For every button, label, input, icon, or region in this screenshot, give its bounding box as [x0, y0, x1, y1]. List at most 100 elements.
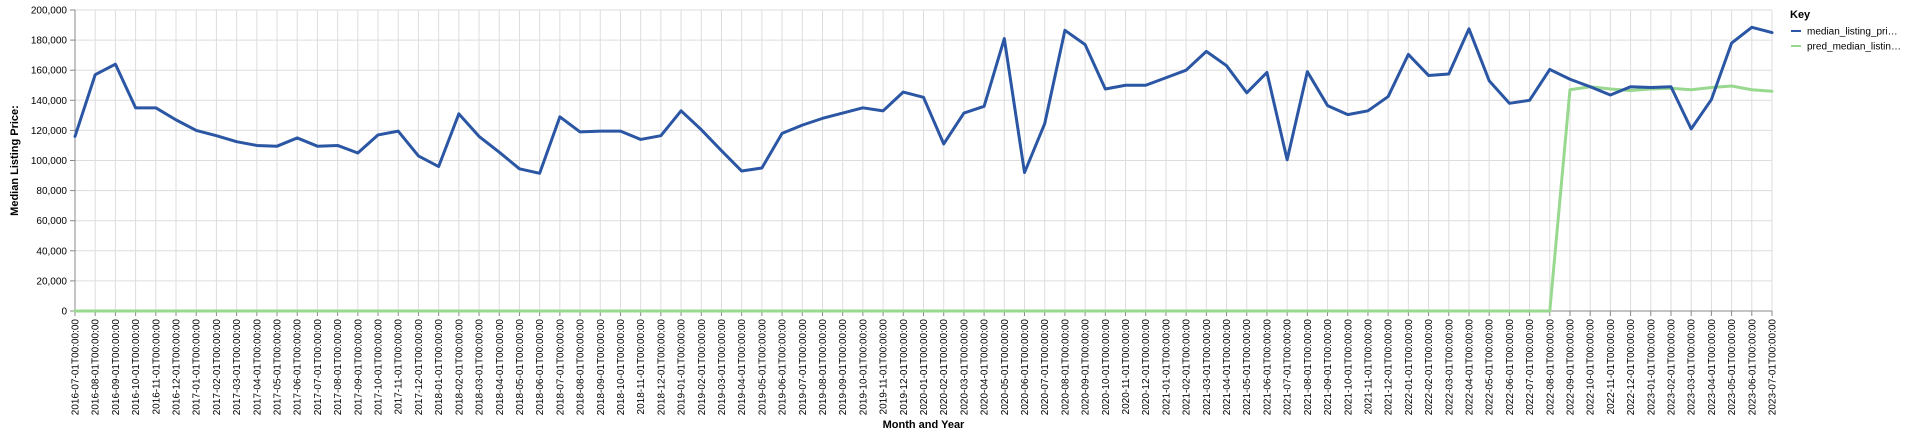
- legend-title: Key: [1790, 9, 1811, 21]
- x-tick-label: 2022-02-01T00:00:00: [1424, 319, 1435, 416]
- x-tick-label: 2020-01-01T00:00:00: [919, 319, 930, 416]
- x-axis-title: Month and Year: [883, 419, 965, 431]
- x-tick-label: 2022-09-01T00:00:00: [1565, 319, 1576, 416]
- x-axis-ticks: 2016-07-01T00:00:00 2016-08-01T00:00:00 20…: [71, 311, 1779, 415]
- x-tick-label: 2022-08-01T00:00:00: [1545, 319, 1556, 416]
- x-tick-label: 2017-08-01T00:00:00: [333, 319, 344, 416]
- x-tick-label: 2018-03-01T00:00:00: [475, 319, 486, 416]
- x-tick-label: 2017-01-01T00:00:00: [192, 319, 203, 416]
- x-tick-label: 2023-01-01T00:00:00: [1646, 319, 1657, 416]
- legend-label: median_listing_pri…: [1807, 27, 1898, 38]
- x-tick-label: 2018-04-01T00:00:00: [495, 319, 506, 416]
- x-tick-label: 2016-11-01T00:00:00: [151, 319, 162, 415]
- x-tick-label: 2019-11-01T00:00:00: [879, 319, 890, 415]
- x-tick-label: 2016-07-01T00:00:00: [71, 319, 82, 416]
- x-tick-label: 2020-03-01T00:00:00: [959, 319, 970, 416]
- x-tick-label: 2016-09-01T00:00:00: [111, 319, 122, 416]
- x-tick-label: 2017-09-01T00:00:00: [353, 319, 364, 416]
- x-tick-label: 2020-07-01T00:00:00: [1040, 319, 1051, 416]
- x-tick-label: 2019-06-01T00:00:00: [778, 319, 789, 416]
- x-tick-label: 2022-11-01T00:00:00: [1606, 319, 1617, 415]
- x-tick-label: 2017-04-01T00:00:00: [252, 319, 263, 416]
- y-tick-label: 180,000: [31, 36, 68, 47]
- x-tick-label: 2020-12-01T00:00:00: [1141, 319, 1152, 416]
- y-tick-label: 20,000: [36, 276, 67, 287]
- x-tick-label: 2018-05-01T00:00:00: [515, 319, 526, 416]
- x-tick-label: 2017-06-01T00:00:00: [293, 319, 304, 416]
- x-tick-label: 2018-01-01T00:00:00: [434, 319, 445, 416]
- y-tick-label: 200,000: [31, 6, 68, 17]
- x-tick-label: 2021-12-01T00:00:00: [1384, 319, 1395, 416]
- x-tick-label: 2022-05-01T00:00:00: [1485, 319, 1496, 416]
- x-tick-label: 2020-05-01T00:00:00: [1000, 319, 1011, 416]
- x-tick-label: 2020-10-01T00:00:00: [1101, 319, 1112, 416]
- x-tick-label: 2017-12-01T00:00:00: [414, 319, 425, 416]
- x-tick-label: 2020-09-01T00:00:00: [1081, 319, 1092, 416]
- x-tick-label: 2018-02-01T00:00:00: [454, 319, 465, 416]
- y-axis-title: Median Listing Price:: [9, 105, 21, 216]
- x-tick-label: 2019-08-01T00:00:00: [818, 319, 829, 416]
- series-line-pred-median-listing-price: [73, 84, 1774, 313]
- x-tick-label: 2021-03-01T00:00:00: [1202, 319, 1213, 416]
- x-tick-label: 2022-03-01T00:00:00: [1444, 319, 1455, 416]
- x-tick-label: 2019-02-01T00:00:00: [697, 319, 708, 416]
- x-tick-label: 2020-02-01T00:00:00: [939, 319, 950, 416]
- y-tick-label: 160,000: [31, 66, 68, 77]
- x-tick-label: 2023-06-01T00:00:00: [1747, 319, 1758, 416]
- y-axis-ticks: 0 20,000 40,000 60,000 80,000 100,000 120,000 1…: [31, 6, 75, 318]
- x-tick-label: 2022-12-01T00:00:00: [1626, 319, 1637, 416]
- x-tick-label: 2020-04-01T00:00:00: [980, 319, 991, 416]
- y-tick-label: 120,000: [31, 126, 68, 137]
- x-tick-label: 2017-11-01T00:00:00: [394, 319, 405, 415]
- x-tick-label: 2019-12-01T00:00:00: [899, 319, 910, 416]
- x-tick-label: 2022-06-01T00:00:00: [1505, 319, 1516, 416]
- x-tick-label: 2020-06-01T00:00:00: [1020, 319, 1031, 416]
- x-tick-label: 2021-02-01T00:00:00: [1182, 319, 1193, 416]
- legend-items: median_listing_pri… pred_median_listin…: [1791, 27, 1901, 53]
- x-tick-label: 2019-05-01T00:00:00: [757, 319, 768, 416]
- y-tick-label: 60,000: [36, 216, 67, 227]
- y-tick-label: 100,000: [31, 156, 68, 167]
- legend-label: pred_median_listin…: [1807, 42, 1901, 53]
- x-tick-label: 2019-03-01T00:00:00: [717, 319, 728, 416]
- x-tick-label: 2016-12-01T00:00:00: [172, 319, 183, 416]
- x-tick-label: 2017-02-01T00:00:00: [212, 319, 223, 416]
- x-tick-label: 2021-06-01T00:00:00: [1262, 319, 1273, 416]
- x-tick-label: 2021-07-01T00:00:00: [1283, 319, 1294, 416]
- x-tick-label: 2017-07-01T00:00:00: [313, 319, 324, 416]
- x-tick-label: 2021-04-01T00:00:00: [1222, 319, 1233, 416]
- x-tick-label: 2017-05-01T00:00:00: [273, 319, 284, 416]
- y-tick-label: 0: [61, 307, 67, 318]
- x-tick-label: 2023-04-01T00:00:00: [1707, 319, 1718, 416]
- x-tick-label: 2018-10-01T00:00:00: [616, 319, 627, 416]
- x-tick-label: 2021-09-01T00:00:00: [1323, 319, 1334, 416]
- x-tick-label: 2022-07-01T00:00:00: [1525, 319, 1536, 416]
- series-line-median-listing-price: [73, 25, 1774, 175]
- legend: Key median_listing_pri… pred_median_listi…: [1790, 9, 1901, 53]
- y-tick-label: 140,000: [31, 96, 68, 107]
- x-tick-label: 2019-10-01T00:00:00: [858, 319, 869, 416]
- x-tick-label: 2016-08-01T00:00:00: [91, 319, 102, 416]
- x-tick-label: 2022-04-01T00:00:00: [1464, 319, 1475, 416]
- x-tick-label: 2021-11-01T00:00:00: [1363, 319, 1374, 415]
- x-tick-label: 2018-07-01T00:00:00: [555, 319, 566, 416]
- x-tick-label: 2020-11-01T00:00:00: [1121, 319, 1132, 415]
- y-tick-label: 40,000: [36, 246, 67, 257]
- x-tick-label: 2021-10-01T00:00:00: [1343, 319, 1354, 416]
- x-tick-label: 2021-05-01T00:00:00: [1242, 319, 1253, 416]
- x-tick-label: 2016-10-01T00:00:00: [131, 319, 142, 416]
- x-tick-label: 2020-08-01T00:00:00: [1060, 319, 1071, 416]
- x-tick-label: 2017-03-01T00:00:00: [232, 319, 243, 416]
- x-tick-label: 2021-01-01T00:00:00: [1161, 319, 1172, 416]
- grid-layer: [74, 9, 1773, 312]
- x-tick-label: 2018-06-01T00:00:00: [535, 319, 546, 416]
- x-tick-label: 2022-01-01T00:00:00: [1404, 319, 1415, 416]
- x-tick-label: 2018-12-01T00:00:00: [656, 319, 667, 416]
- x-tick-label: 2018-11-01T00:00:00: [636, 319, 647, 415]
- x-tick-label: 2018-08-01T00:00:00: [576, 319, 587, 416]
- x-tick-label: 2023-03-01T00:00:00: [1687, 319, 1698, 416]
- x-tick-label: 2019-07-01T00:00:00: [798, 319, 809, 416]
- x-tick-label: 2021-08-01T00:00:00: [1303, 319, 1314, 416]
